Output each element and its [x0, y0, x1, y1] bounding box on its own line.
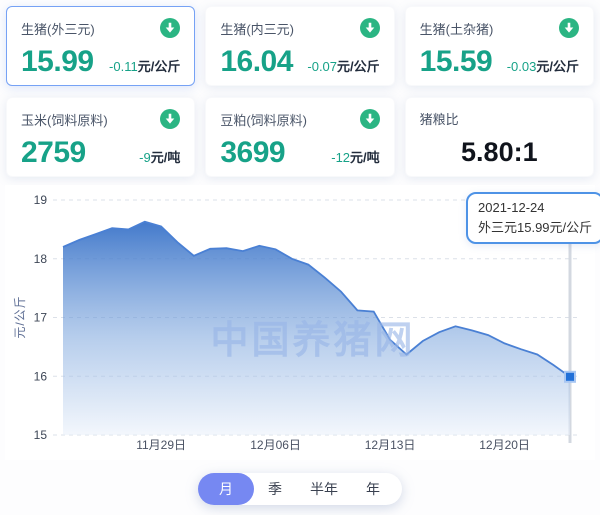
- tab-year[interactable]: 年: [352, 473, 394, 505]
- tab-half-year[interactable]: 半年: [296, 473, 352, 505]
- card-label: 生猪(土杂猪): [419, 21, 494, 37]
- price-line: [62, 220, 571, 378]
- card-pig-grain-ratio[interactable]: 猪粮比 5.80:1: [404, 97, 594, 177]
- card-pig-tuzazhu[interactable]: 生猪(土杂猪) 15.59 -0.03元/公斤: [404, 6, 594, 86]
- svg-text:17: 17: [34, 311, 48, 325]
- price-area: [63, 221, 570, 435]
- price-change: -0.11元/公斤: [109, 59, 181, 74]
- price-change: -9元/吨: [139, 150, 181, 165]
- tooltip-value: 外三元15.99元/公斤: [478, 219, 593, 235]
- svg-text:16: 16: [34, 369, 48, 383]
- svg-text:19: 19: [34, 193, 48, 207]
- price-value: 15.99: [21, 45, 94, 78]
- tab-quarter[interactable]: 季: [254, 473, 296, 505]
- price-card-grid: 生猪(外三元) 15.99 -0.11元/公斤 生猪(内三元) 16.04 -0…: [6, 6, 594, 177]
- tooltip-date: 2021-12-24: [478, 200, 545, 215]
- tab-month[interactable]: 月: [198, 473, 254, 505]
- period-tabbar: 月 季 半年 年: [198, 473, 402, 505]
- price-chart-panel: 19 18 17 16 15 11月29日 12月06日 12月13日 12月20日 元/公斤 中…: [5, 185, 600, 460]
- card-label: 猪粮比: [419, 112, 459, 127]
- down-arrow-icon: [160, 109, 181, 129]
- card-corn[interactable]: 玉米(饲料原料) 2759 -9元/吨: [6, 97, 196, 177]
- price-change: -12元/吨: [331, 150, 380, 165]
- svg-text:元/公斤: 元/公斤: [13, 295, 27, 338]
- card-soybean-meal[interactable]: 豆粕(饲料原料) 3699 -12元/吨: [205, 97, 395, 177]
- svg-text:18: 18: [34, 252, 48, 266]
- svg-text:11月29日: 11月29日: [136, 438, 186, 452]
- price-change: -0.03元/公斤: [506, 59, 579, 74]
- price-value: 2759: [21, 136, 86, 169]
- price-value: 16.04: [220, 45, 293, 78]
- chart-tooltip: 2021-12-24 外三元15.99元/公斤: [466, 192, 600, 244]
- down-arrow-icon: [558, 18, 579, 38]
- down-arrow-icon: [359, 18, 380, 38]
- ratio-value: 5.80:1: [461, 137, 538, 167]
- svg-text:12月13日: 12月13日: [365, 438, 416, 452]
- last-point-marker: [564, 370, 576, 383]
- card-label: 玉米(饲料原料): [21, 112, 108, 128]
- svg-text:12月20日: 12月20日: [479, 438, 530, 452]
- svg-text:15: 15: [34, 428, 48, 442]
- price-change: -0.07元/公斤: [307, 59, 380, 74]
- card-label: 豆粕(饲料原料): [220, 112, 307, 128]
- price-value: 3699: [220, 136, 286, 169]
- card-label: 生猪(外三元): [21, 21, 95, 37]
- card-label: 生猪(内三元): [220, 21, 294, 37]
- down-arrow-icon: [359, 109, 380, 129]
- down-arrow-icon: [160, 18, 181, 38]
- svg-text:12月06日: 12月06日: [250, 438, 301, 452]
- card-pig-waisanyuan[interactable]: 生猪(外三元) 15.99 -0.11元/公斤: [6, 6, 196, 86]
- price-area-chart[interactable]: 19 18 17 16 15 11月29日 12月06日 12月13日 12月20日 元/公斤: [5, 185, 595, 460]
- price-value: 15.59: [419, 45, 493, 78]
- card-pig-neisanyuan[interactable]: 生猪(内三元) 16.04 -0.07元/公斤: [205, 6, 395, 86]
